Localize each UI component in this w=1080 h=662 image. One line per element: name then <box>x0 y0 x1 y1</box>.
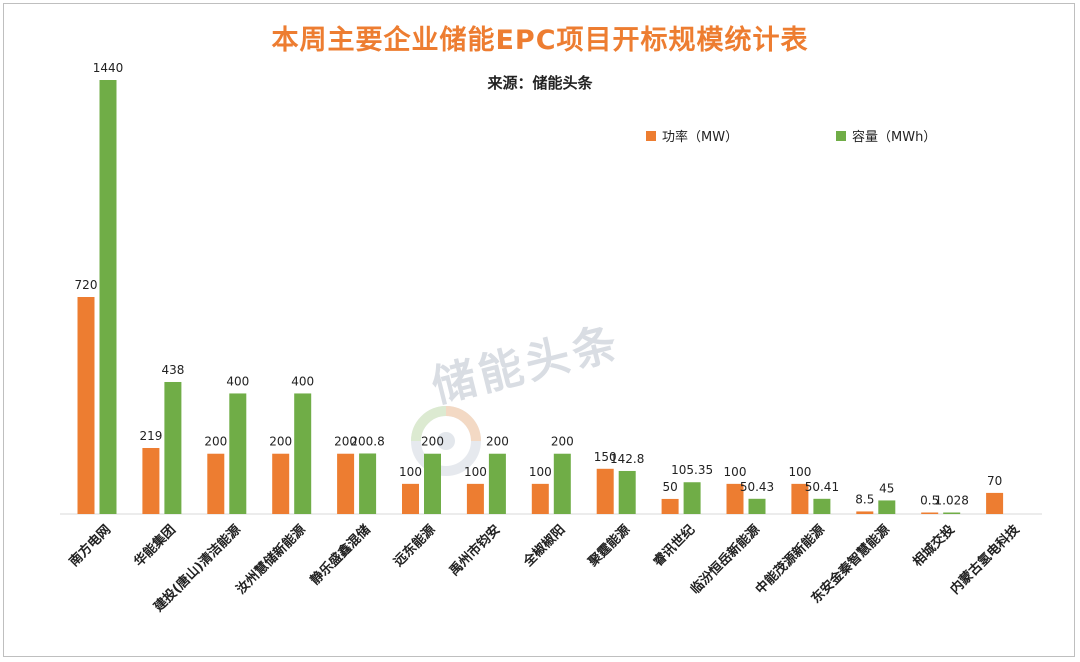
bar-power-12 <box>856 511 874 514</box>
category-label-14: 内蒙古氢电科技 <box>947 521 1023 597</box>
data-label-capacity-2: 400 <box>226 374 249 388</box>
data-label-capacity-7: 200 <box>551 435 574 449</box>
data-label-power-3: 200 <box>269 435 292 449</box>
bar-capacity-2 <box>229 393 247 514</box>
data-label-capacity-8: 142.8 <box>610 452 644 466</box>
data-label-power-14: 70 <box>987 474 1002 488</box>
bar-power-8 <box>596 468 614 514</box>
bar-power-2 <box>207 453 225 514</box>
data-label-capacity-1: 438 <box>161 363 184 377</box>
data-label-power-0: 720 <box>75 278 98 292</box>
category-label-6: 禹州市钧安 <box>446 522 503 579</box>
legend-item-power: 功率（MW） <box>646 126 738 145</box>
data-label-power-4: 200 <box>334 435 357 449</box>
bar-power-6 <box>466 483 484 514</box>
legend-swatch-capacity <box>836 130 846 141</box>
bar-capacity-7 <box>553 453 571 514</box>
data-label-power-11: 100 <box>788 465 811 479</box>
legend-label-power: 功率（MW） <box>662 130 739 145</box>
data-label-power-2: 200 <box>204 435 227 449</box>
chart-frame <box>3 3 1075 657</box>
category-label-3: 汝州慧储新能源 <box>233 522 309 598</box>
data-label-power-12: 8.5 <box>855 492 874 506</box>
category-label-11: 中能茂源新能源 <box>752 522 828 598</box>
category-label-1: 华能集团 <box>131 522 179 570</box>
data-label-capacity-4: 200.8 <box>350 434 384 448</box>
bar-power-0 <box>77 297 95 514</box>
bar-capacity-5 <box>424 453 441 514</box>
bar-power-1 <box>142 447 160 514</box>
legend-label-capacity: 容量（MWh） <box>852 130 937 145</box>
legend-swatch-power <box>646 130 656 141</box>
bar-power-9 <box>661 498 679 514</box>
data-label-power-8: 150 <box>594 450 617 464</box>
category-label-7: 全椒椒阳 <box>520 522 569 571</box>
category-label-4: 静乐盛鑫混储 <box>307 522 373 588</box>
watermark-logo-icon <box>411 406 481 476</box>
data-label-capacity-9: 105.35 <box>671 463 713 477</box>
data-label-capacity-12: 45 <box>879 481 894 495</box>
chart-title: 本周主要企业储能EPC项目开标规模统计表 <box>271 25 809 56</box>
data-label-capacity-11: 50.41 <box>805 480 839 494</box>
bar-power-11 <box>791 483 809 514</box>
bar-capacity-0 <box>99 80 117 514</box>
data-label-capacity-3: 400 <box>291 374 314 388</box>
data-label-capacity-0: 1440 <box>93 61 124 75</box>
data-label-power-9: 50 <box>662 480 677 494</box>
data-label-power-5: 100 <box>399 465 422 479</box>
bar-capacity-4 <box>359 453 377 514</box>
bar-capacity-12 <box>878 500 896 514</box>
category-label-8: 聚霆能源 <box>584 522 633 571</box>
bar-capacity-8 <box>618 470 636 514</box>
bar-capacity-6 <box>488 453 506 514</box>
data-label-power-13: 0.5 <box>920 494 939 508</box>
category-label-0: 南方电网 <box>66 522 114 570</box>
category-label-5: 远东能源 <box>390 522 438 570</box>
data-label-power-10: 100 <box>724 465 747 479</box>
bar-power-10 <box>726 483 744 514</box>
bar-capacity-1 <box>164 381 182 514</box>
bar-capacity-11 <box>813 498 831 514</box>
bar-capacity-13 <box>943 512 961 514</box>
legend-item-capacity: 容量（MWh） <box>836 126 936 145</box>
bar-power-13 <box>921 512 939 514</box>
data-label-power-7: 100 <box>529 465 552 479</box>
category-label-13: 相城交投 <box>910 522 958 570</box>
data-label-power-6: 100 <box>464 465 487 479</box>
data-label-capacity-13: 1.028 <box>935 494 969 508</box>
data-label-power-1: 219 <box>139 429 162 443</box>
data-label-capacity-6: 200 <box>486 435 509 449</box>
data-label-capacity-10: 50.43 <box>740 480 774 494</box>
bar-capacity-3 <box>294 393 312 514</box>
bar-power-4 <box>337 453 355 514</box>
data-label-capacity-5: 200 <box>421 435 444 449</box>
bar-power-14 <box>986 492 1004 514</box>
bar-capacity-9 <box>683 482 701 514</box>
chart-subtitle: 来源：储能头条 <box>487 74 593 92</box>
category-label-9: 睿讯世纪 <box>650 522 698 570</box>
bar-capacity-10 <box>748 498 766 514</box>
category-label-10: 临汾恒岳新能源 <box>687 522 763 598</box>
bar-power-3 <box>272 453 290 514</box>
bar-power-7 <box>531 483 549 514</box>
bar-power-5 <box>402 483 419 514</box>
